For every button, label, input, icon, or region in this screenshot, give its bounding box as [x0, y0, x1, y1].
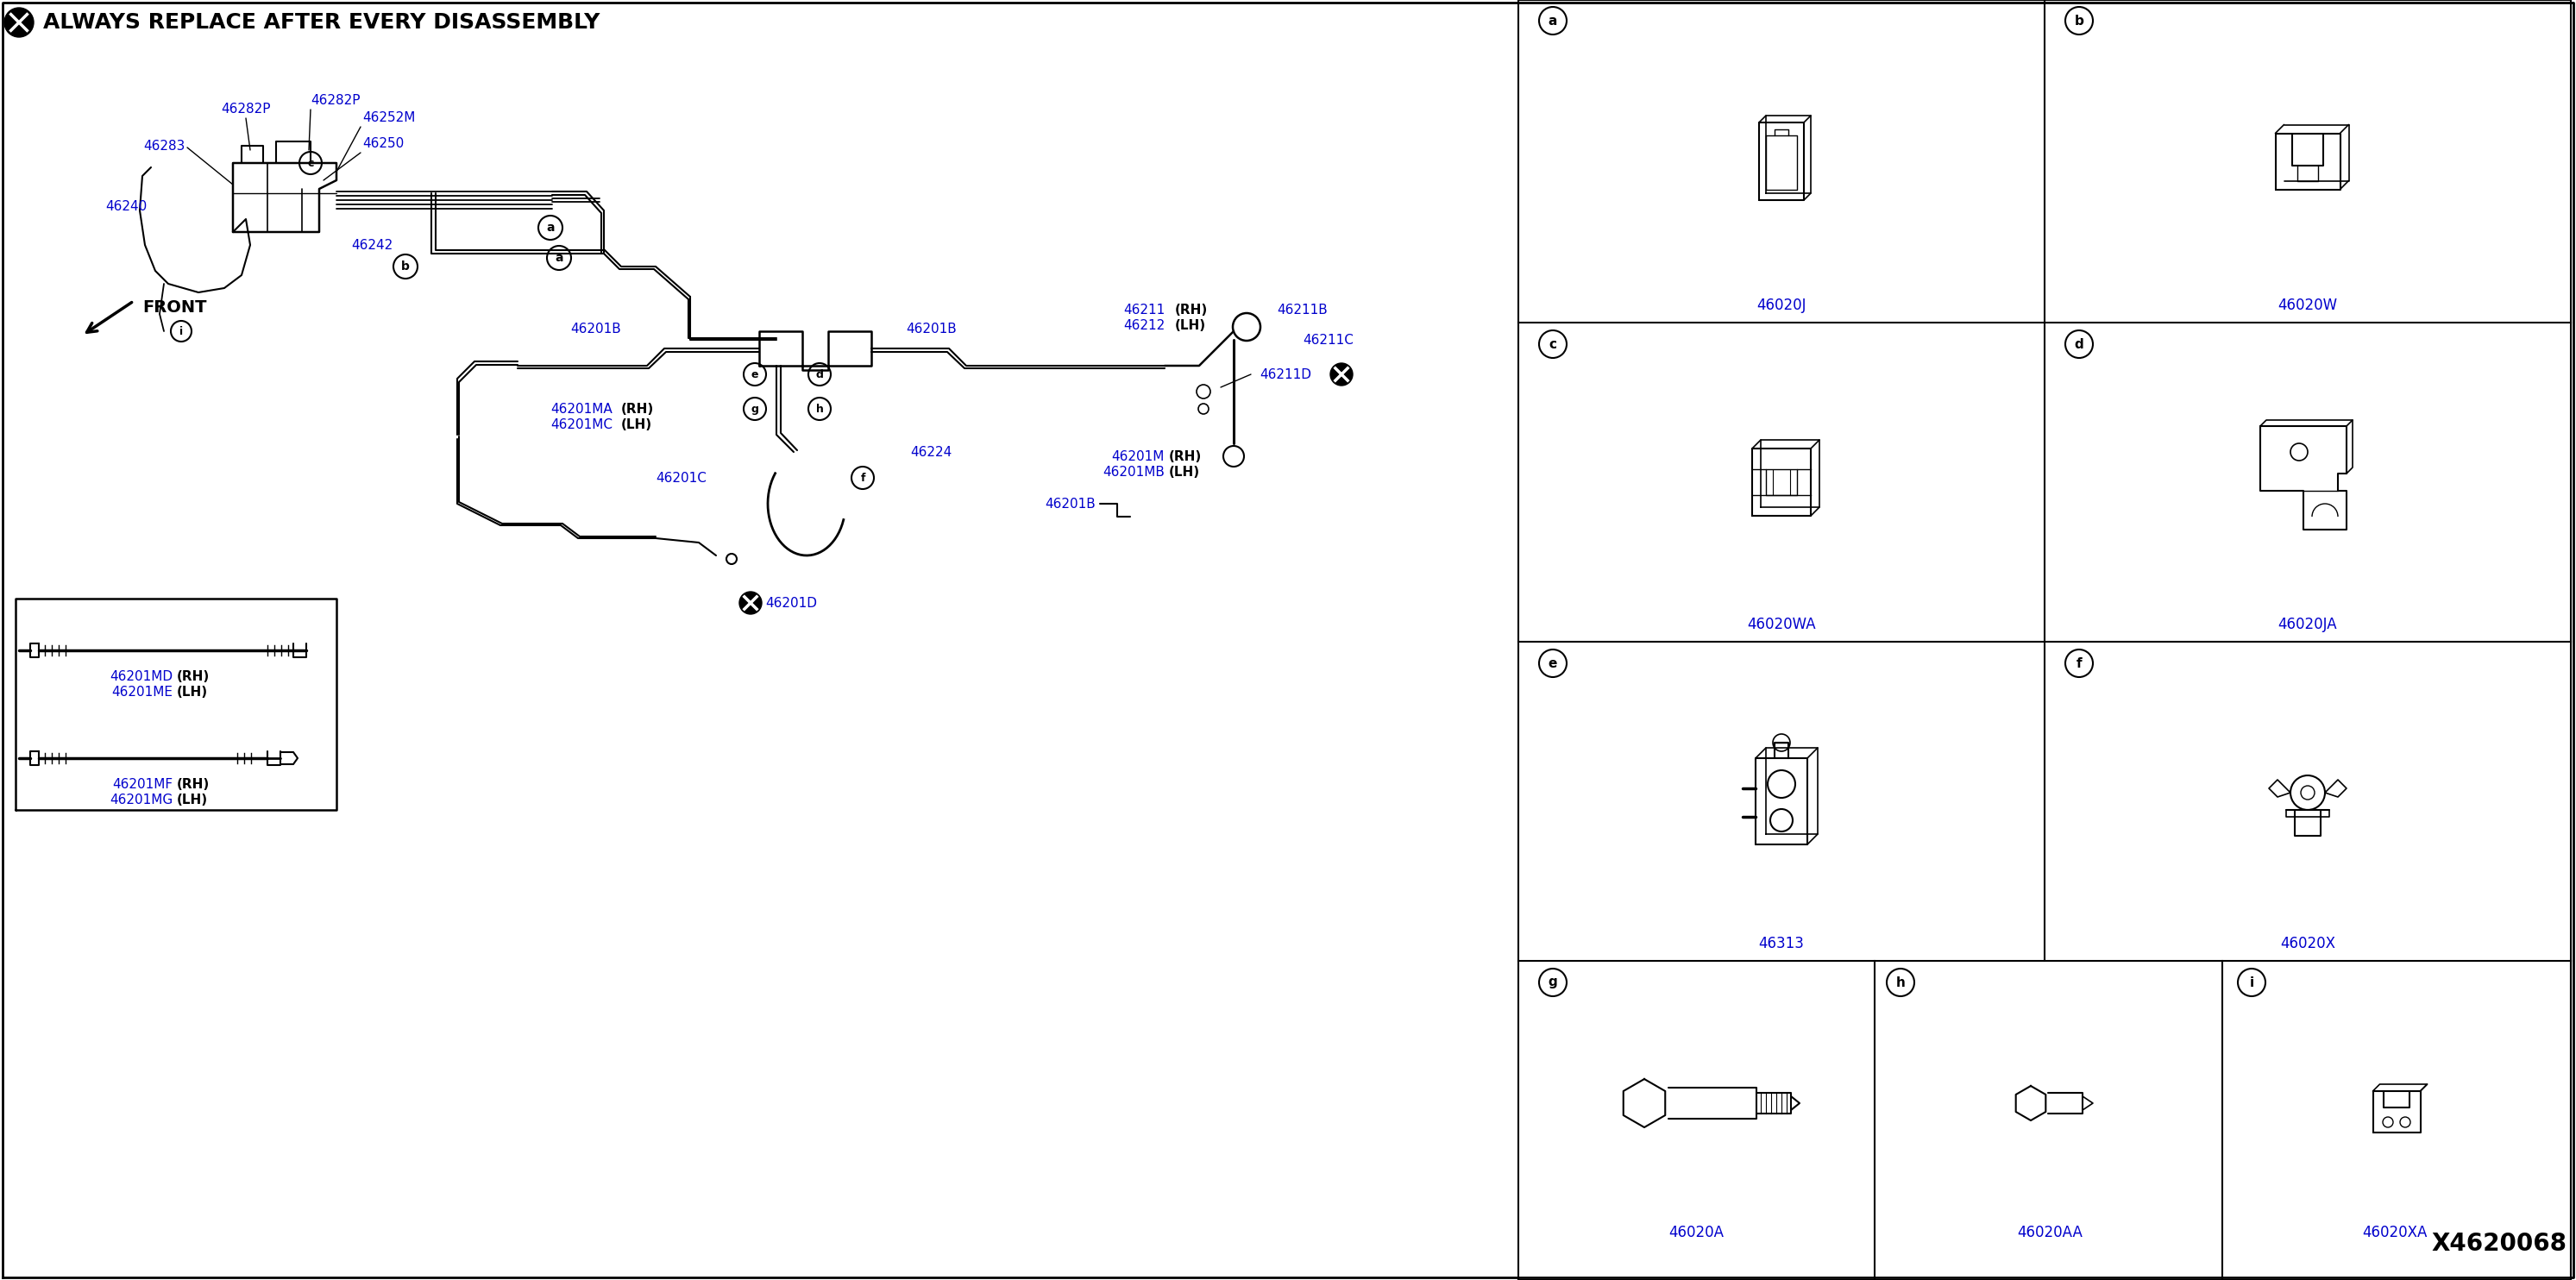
Text: (RH): (RH) — [178, 669, 209, 682]
Text: c: c — [307, 157, 314, 169]
Circle shape — [1329, 364, 1352, 385]
Text: (RH): (RH) — [178, 777, 209, 791]
Text: 46282P: 46282P — [312, 93, 361, 108]
Text: 46201B: 46201B — [569, 323, 621, 335]
Text: 46283: 46283 — [144, 140, 185, 152]
Text: 46020X: 46020X — [2280, 936, 2336, 951]
Text: e: e — [752, 369, 757, 380]
Text: c: c — [1548, 338, 1556, 351]
Text: 46212: 46212 — [1123, 319, 1164, 332]
Text: 46201MG: 46201MG — [108, 794, 173, 806]
Text: 46020W: 46020W — [2277, 297, 2336, 314]
Text: (LH): (LH) — [1170, 466, 1200, 479]
Text: 46240: 46240 — [106, 200, 147, 212]
Text: 46020XA: 46020XA — [2362, 1225, 2427, 1240]
Text: ALWAYS REPLACE AFTER EVERY DISASSEMBLY: ALWAYS REPLACE AFTER EVERY DISASSEMBLY — [44, 12, 600, 33]
Text: 46313: 46313 — [1759, 936, 1803, 951]
Text: g: g — [752, 403, 760, 415]
Text: d: d — [2074, 338, 2084, 351]
Circle shape — [5, 8, 33, 37]
Text: 46201MF: 46201MF — [111, 777, 173, 791]
Text: 46250: 46250 — [363, 137, 404, 150]
Text: 46242: 46242 — [350, 238, 392, 251]
Text: 46020JA: 46020JA — [2277, 617, 2336, 632]
Text: 46201MA: 46201MA — [551, 402, 613, 415]
Text: 46201D: 46201D — [765, 596, 817, 609]
Text: 46282P: 46282P — [222, 102, 270, 115]
Circle shape — [739, 591, 762, 614]
Text: 46020WA: 46020WA — [1747, 617, 1816, 632]
Text: 46201MD: 46201MD — [108, 669, 173, 682]
Text: 46201MC: 46201MC — [551, 417, 613, 431]
Text: 46020A: 46020A — [1669, 1225, 1723, 1240]
Text: 46211D: 46211D — [1260, 367, 1311, 381]
Text: g: g — [1548, 975, 1558, 989]
Text: (LH): (LH) — [178, 794, 209, 806]
Text: (RH): (RH) — [1170, 449, 1203, 463]
Text: 46252M: 46252M — [363, 111, 415, 124]
Text: (RH): (RH) — [1175, 303, 1208, 316]
Text: a: a — [546, 221, 554, 234]
Text: 46201M: 46201M — [1113, 449, 1164, 463]
Text: b: b — [2074, 14, 2084, 27]
Text: i: i — [2249, 975, 2254, 989]
Text: FRONT: FRONT — [142, 298, 206, 315]
Text: a: a — [554, 252, 564, 264]
Text: h: h — [1896, 975, 1906, 989]
Text: 46020AA: 46020AA — [2017, 1225, 2081, 1240]
Text: i: i — [180, 325, 183, 337]
Text: 46201MB: 46201MB — [1103, 466, 1164, 479]
Text: 46224: 46224 — [909, 445, 951, 458]
Text: b: b — [402, 261, 410, 273]
Text: e: e — [1548, 657, 1558, 669]
Text: 46201B: 46201B — [1046, 497, 1095, 511]
Text: 46201C: 46201C — [657, 471, 706, 484]
Text: (LH): (LH) — [621, 417, 652, 431]
Text: d: d — [817, 369, 824, 380]
Text: (LH): (LH) — [1175, 319, 1206, 332]
Text: h: h — [817, 403, 824, 415]
Text: 46020J: 46020J — [1757, 297, 1806, 314]
Text: a: a — [1548, 14, 1558, 27]
Text: (RH): (RH) — [621, 402, 654, 415]
Text: 46211C: 46211C — [1303, 333, 1352, 347]
Text: (LH): (LH) — [178, 685, 209, 698]
Text: 46201ME: 46201ME — [111, 685, 173, 698]
Text: X4620068: X4620068 — [2432, 1231, 2566, 1256]
Text: 46211B: 46211B — [1278, 303, 1327, 316]
Text: 46201B: 46201B — [907, 323, 956, 335]
Text: 46211: 46211 — [1123, 303, 1164, 316]
Text: f: f — [2076, 657, 2081, 669]
Text: f: f — [860, 472, 866, 484]
